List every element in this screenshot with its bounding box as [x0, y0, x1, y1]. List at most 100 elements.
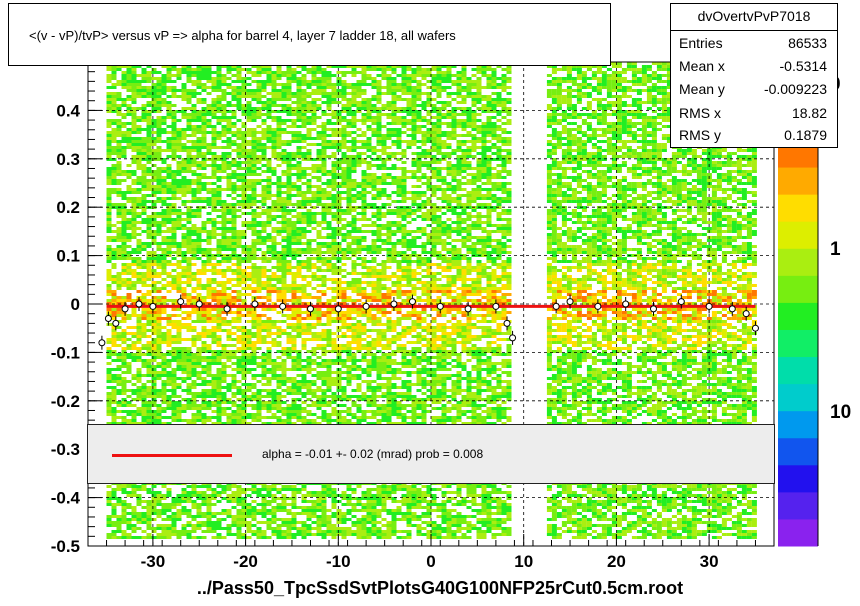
heatmap-cell [141, 344, 147, 347]
heatmap-cell [306, 158, 312, 161]
heatmap-cell [216, 341, 222, 344]
heatmap-cell [226, 122, 232, 125]
heatmap-cell [316, 251, 322, 254]
heatmap-cell [251, 215, 257, 218]
heatmap-cell [211, 89, 217, 92]
heatmap-cell [296, 230, 302, 233]
heatmap-cell [276, 215, 282, 218]
heatmap-cell [281, 296, 287, 299]
heatmap-cell [231, 173, 237, 176]
heatmap-cell [131, 374, 137, 377]
heatmap-cell [116, 227, 122, 230]
heatmap-cell [216, 89, 222, 92]
heatmap-cell [201, 377, 207, 380]
heatmap-cell [236, 200, 242, 203]
heatmap-cell [206, 104, 212, 107]
heatmap-cell [176, 95, 182, 98]
heatmap-cell [106, 518, 112, 521]
heatmap-cell [321, 314, 327, 317]
heatmap-cell [311, 494, 317, 497]
heatmap-cell [146, 104, 152, 107]
heatmap-cell [246, 278, 252, 281]
heatmap-cell [116, 173, 122, 176]
heatmap-cell [121, 506, 127, 509]
heatmap-cell [241, 500, 247, 503]
heatmap-cell [306, 293, 312, 296]
heatmap-cell [286, 509, 292, 512]
heatmap-cell [251, 263, 257, 266]
heatmap-cell [251, 71, 257, 74]
heatmap-cell [266, 68, 272, 71]
heatmap-cell [291, 416, 297, 419]
heatmap-cell [306, 152, 312, 155]
heatmap-cell [281, 227, 287, 230]
heatmap-cell [226, 236, 232, 239]
heatmap-cell [121, 266, 127, 269]
heatmap-cell [136, 191, 142, 194]
heatmap-cell [146, 251, 152, 254]
heatmap-cell [301, 311, 307, 314]
heatmap-cell [111, 119, 117, 122]
heatmap-cell [126, 356, 132, 359]
heatmap-cell [221, 368, 227, 371]
heatmap-cell [131, 173, 137, 176]
heatmap-cell [146, 416, 152, 419]
heatmap-cell [186, 107, 192, 110]
heatmap-cell [176, 218, 182, 221]
heatmap-cell [106, 224, 112, 227]
heatmap-cell [271, 359, 277, 362]
heatmap-cell [266, 167, 272, 170]
heatmap-cell [301, 260, 307, 263]
heatmap-cell [171, 389, 177, 392]
heatmap-cell [176, 188, 182, 191]
heatmap-cell [106, 182, 112, 185]
heatmap-cell [146, 125, 152, 128]
heatmap-cell [221, 329, 227, 332]
heatmap-cell [161, 359, 167, 362]
heatmap-cell [226, 245, 232, 248]
heatmap-cell [161, 503, 167, 506]
heatmap-cell [241, 377, 247, 380]
heatmap-cell [281, 266, 287, 269]
heatmap-cell [111, 329, 117, 332]
heatmap-cell [206, 263, 212, 266]
heatmap-cell [211, 155, 217, 158]
heatmap-cell [171, 299, 177, 302]
heatmap-cell [271, 302, 277, 305]
heatmap-cell [221, 242, 227, 245]
heatmap-cell [116, 311, 122, 314]
heatmap-cell [276, 152, 282, 155]
heatmap-cell [311, 113, 317, 116]
heatmap-cell [131, 404, 137, 407]
heatmap-cell [126, 281, 132, 284]
heatmap-cell [221, 203, 227, 206]
heatmap-cell [216, 95, 222, 98]
heatmap-cell [126, 131, 132, 134]
heatmap-cell [176, 395, 182, 398]
heatmap-cell [111, 536, 117, 539]
heatmap-cell [126, 344, 132, 347]
heatmap-cell [256, 266, 262, 269]
heatmap-cell [316, 275, 322, 278]
heatmap-cell [306, 95, 312, 98]
heatmap-cell [131, 353, 137, 356]
heatmap-cell [271, 404, 277, 407]
heatmap-cell [176, 272, 182, 275]
heatmap-cell [126, 527, 132, 530]
heatmap-cell [291, 251, 297, 254]
heatmap-cell [156, 224, 162, 227]
heatmap-cell [141, 119, 147, 122]
heatmap-cell [141, 173, 147, 176]
heatmap-cell [246, 416, 252, 419]
heatmap-cell [171, 188, 177, 191]
heatmap-cell [241, 329, 247, 332]
heatmap-cell [131, 227, 137, 230]
heatmap-cell [186, 365, 192, 368]
heatmap-cell [111, 239, 117, 242]
heatmap-cell [126, 503, 132, 506]
heatmap-cell [111, 188, 117, 191]
heatmap-cell [181, 356, 187, 359]
heatmap-cell [266, 380, 272, 383]
heatmap-cell [136, 89, 142, 92]
heatmap-cell [311, 521, 317, 524]
